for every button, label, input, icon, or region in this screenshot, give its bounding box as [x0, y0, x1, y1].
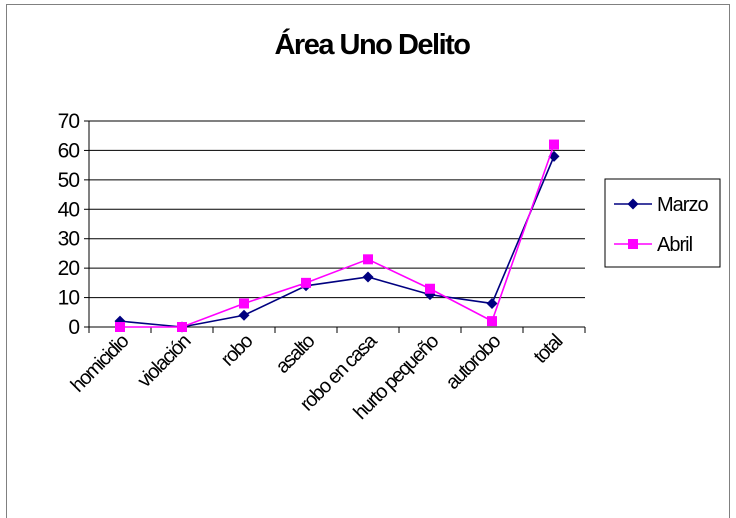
data-point	[301, 277, 311, 288]
legend-item-marzo: Marzo	[614, 194, 709, 216]
axes	[84, 120, 586, 333]
y-tick-label: 30	[58, 228, 80, 251]
data-point	[115, 322, 125, 332]
data-point	[362, 271, 374, 283]
y-tick-label: 20	[58, 257, 80, 280]
data-point	[363, 254, 373, 265]
series-line	[120, 144, 555, 328]
y-tick-label: 40	[58, 198, 80, 221]
legend-box	[604, 178, 721, 268]
y-tick-label: 10	[58, 287, 80, 310]
x-tick-label: violación	[133, 331, 194, 392]
data-point	[425, 283, 435, 294]
data-point	[238, 309, 250, 321]
series-abril	[115, 139, 559, 332]
chart-frame	[6, 4, 730, 518]
y-tick-label: 60	[58, 139, 80, 162]
legend-marker	[627, 198, 639, 210]
legend: Marzo Abril	[604, 178, 721, 268]
x-tick-label: total	[530, 330, 568, 368]
data-point	[177, 322, 187, 332]
data-point	[487, 316, 497, 327]
x-tick-label: asalto	[272, 330, 320, 378]
x-tick-label: autorobo	[442, 330, 506, 394]
y-tick-label: 0	[68, 316, 79, 339]
y-tick-label: 50	[58, 169, 80, 192]
data-point	[486, 297, 498, 309]
legend-label: Marzo	[657, 194, 708, 216]
chart-title: Área Uno Delito	[274, 27, 470, 61]
data-point	[549, 139, 559, 150]
series-marzo	[114, 150, 560, 333]
data-series	[114, 139, 560, 333]
legend-marker	[628, 239, 638, 249]
legend-label: Abril	[657, 234, 693, 256]
data-point	[239, 298, 249, 309]
y-tick-labels: 0 10 20 30 40 50 60 70	[58, 110, 81, 339]
series-line	[119, 156, 555, 328]
legend-item-abril: Abril	[614, 234, 694, 256]
x-tick-label: homicidio	[67, 330, 134, 397]
grid-lines	[89, 120, 585, 299]
x-tick-label: robo	[217, 330, 258, 371]
y-tick-label: 70	[58, 110, 80, 133]
